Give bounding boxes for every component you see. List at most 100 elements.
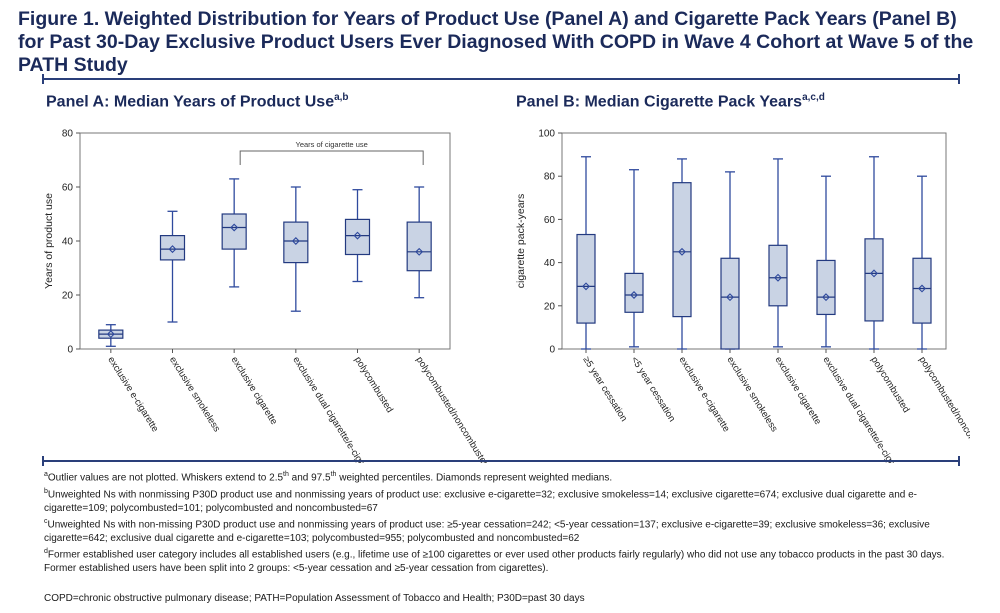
box-1 — [576, 156, 596, 350]
plot-frame — [79, 132, 451, 350]
footnote-c-marker: c — [44, 518, 48, 526]
x-tick-label: polycombusted — [868, 355, 911, 415]
abbreviations: COPD=chronic obstructive pulmonary disea… — [44, 592, 585, 604]
x-tick-label: polycombusted — [352, 355, 395, 415]
median-diamond — [291, 237, 300, 245]
top-rule — [42, 74, 960, 84]
x-tick-label: ≥5 year cessation — [580, 355, 629, 424]
x-tick-label: exclusive cigarette — [772, 355, 823, 427]
box-2 — [624, 169, 644, 348]
iqr-box — [576, 233, 596, 324]
median-diamond — [822, 293, 830, 302]
median-diamond — [415, 247, 424, 256]
box-3 — [221, 178, 247, 288]
x-tick-label: exclusive e-cigarette — [105, 355, 160, 434]
footnote-a-sup-2: th — [330, 471, 337, 478]
x-tick-label: exclusive smokeless — [724, 355, 779, 434]
iqr-box — [720, 257, 740, 350]
footnote-a: aOutlier values are not plotted. Whisker… — [44, 468, 956, 485]
median-diamond — [630, 291, 638, 299]
iqr-box — [283, 221, 309, 264]
box-2 — [159, 210, 186, 323]
y-axis-label: Years of product use — [43, 193, 55, 289]
y-tick-label: 40 — [544, 258, 556, 269]
median-diamond — [726, 293, 734, 302]
iqr-box — [672, 182, 692, 318]
box-6 — [816, 175, 836, 348]
bracket — [239, 150, 424, 165]
median-diamond — [168, 245, 177, 254]
iqr-box — [159, 234, 186, 261]
x-tick-label: polycombusted/noncombusted — [414, 355, 492, 463]
footnote-d-text: Former established user category include… — [44, 549, 945, 575]
footnote-d-marker: d — [44, 548, 48, 556]
panel-a-title-text: Panel A: Median Years of Product Use — [46, 93, 335, 111]
y-tick-label: 60 — [544, 215, 556, 226]
box-5 — [344, 189, 371, 283]
iqr-box — [816, 259, 836, 316]
footnote-a-text-1: Outlier values are not plotted. Whiskers… — [47, 472, 284, 484]
iqr-box — [864, 238, 884, 322]
median-diamond — [582, 282, 590, 291]
footnote-a-text-3: weighted percentiles. Diamonds represent… — [336, 472, 613, 484]
box-1 — [98, 324, 124, 347]
y-tick-label: 20 — [544, 301, 556, 312]
x-tick-label: exclusive dual cigarette/e-cigar — [290, 355, 368, 463]
footnote-b-text: Unweighted Ns with nonmissing P30D produ… — [44, 489, 917, 514]
x-tick-label: exclusive e-cigarette — [676, 355, 731, 434]
median-diamond — [918, 284, 926, 293]
panel-a-title: Panel A: Median Years of Product Usea,b — [46, 92, 349, 111]
panel-b-title-sup: a,c,d — [802, 92, 825, 103]
panel-a-title-sup: a,b — [334, 92, 349, 103]
median-diamond — [106, 330, 115, 339]
x-tick-label: <5 year cessation — [628, 355, 677, 424]
iqr-box — [344, 218, 371, 256]
box-7 — [864, 156, 884, 350]
panel-b-chart: 0 20 40 60 80 100 cigarette pack-years ≥5 year … — [515, 129, 970, 464]
footnotes: aOutlier values are not plotted. Whisker… — [44, 468, 956, 605]
footnote-b: bUnweighted Ns with nonmissing P30D prod… — [44, 485, 956, 515]
plot-frame — [561, 132, 947, 350]
box-8 — [912, 175, 932, 350]
footnote-c: cUnweighted Ns with non-missing P30D pro… — [44, 515, 956, 545]
footnote-b-marker: b — [44, 487, 48, 495]
y-tick-label: 40 — [62, 237, 74, 248]
footnote-c-text: Unweighted Ns with non-missing P30D prod… — [44, 519, 930, 544]
box-6 — [406, 186, 432, 299]
middle-rule — [42, 456, 960, 466]
x-tick-label: exclusive cigarette — [229, 355, 280, 427]
box-5 — [768, 158, 788, 348]
panel-b-title-text: Panel B: Median Cigarette Pack Years — [516, 93, 803, 111]
y-axis-label: cigarette pack-years — [515, 194, 527, 289]
iqr-box — [624, 272, 644, 313]
y-tick-label: 60 — [62, 183, 74, 194]
y-tick-label: 100 — [538, 129, 555, 140]
median-diamond — [774, 273, 782, 282]
y-tick-label: 0 — [549, 345, 555, 356]
panel-b-title: Panel B: Median Cigarette Pack Yearsa,c,… — [516, 92, 825, 111]
median-diamond — [230, 223, 239, 232]
iqr-box — [912, 257, 932, 324]
box-3 — [672, 158, 692, 350]
footnote-d: dFormer established user category includ… — [44, 545, 956, 575]
y-tick-label: 80 — [544, 172, 556, 183]
box-4 — [283, 186, 309, 312]
iqr-box — [768, 244, 788, 307]
figure-title: Figure 1. Weighted Distribution for Year… — [18, 8, 974, 76]
footnote-a-text-2: and 97.5 — [288, 472, 331, 484]
iqr-box — [406, 221, 432, 272]
panel-a-chart: 0 20 40 60 80 Years of product use Years of ci… — [43, 129, 492, 464]
median-diamond — [678, 247, 686, 256]
median-diamond — [353, 231, 362, 240]
footnote-a-sup-1: th — [283, 471, 289, 478]
bracket-label: Years of cigarette use — [296, 140, 368, 149]
y-tick-label: 20 — [62, 291, 74, 302]
x-tick-label: polycombusted/noncombusted — [916, 355, 970, 463]
footnote-a-marker: a — [44, 471, 48, 478]
y-tick-label: 0 — [67, 345, 73, 356]
y-tick-label: 80 — [62, 129, 74, 140]
x-tick-label: exclusive smokeless — [167, 355, 222, 434]
box-4 — [720, 171, 740, 350]
median-diamond — [870, 269, 878, 278]
iqr-box — [221, 213, 247, 250]
